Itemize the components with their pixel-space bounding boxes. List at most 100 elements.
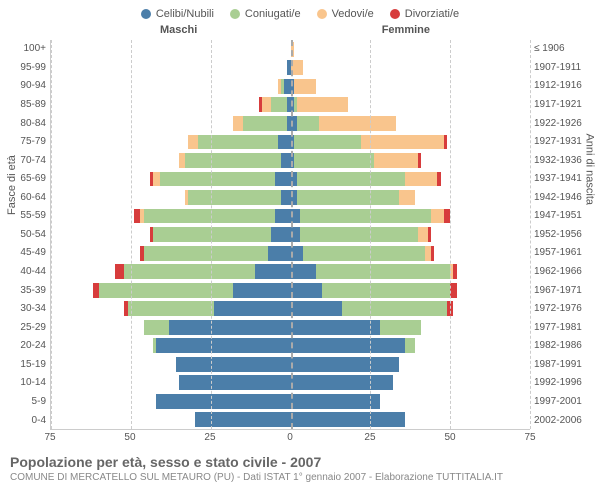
segment [418,153,421,168]
male-bar [51,301,291,316]
segment [169,320,290,335]
segment [188,190,281,205]
gridline [530,40,531,429]
segment [128,301,214,316]
segment [281,190,291,205]
age-label: 35-39 [10,281,46,300]
female-bar [291,79,531,94]
x-tick: 0 [287,432,293,443]
male-bar [51,227,291,242]
segment [185,153,281,168]
y-left-labels: 100+95-9990-9485-8980-8475-7970-7465-696… [10,40,50,430]
legend-label: Divorziati/e [405,8,459,20]
segment [115,264,125,279]
segment [444,135,447,150]
birth-label: 2002-2006 [534,411,590,430]
segment [399,190,415,205]
legend-label: Vedovi/e [332,8,374,20]
male-bar [51,246,291,261]
segment [294,135,361,150]
age-label: 30-34 [10,300,46,319]
male-bar [51,153,291,168]
segment [214,301,291,316]
age-label: 50-54 [10,226,46,245]
legend-item: Vedovi/e [317,8,374,20]
male-bar [51,357,291,372]
age-label: 95-99 [10,59,46,78]
segment [294,153,374,168]
birth-label: 1917-1921 [534,96,590,115]
male-bar [51,60,291,75]
birth-label: 1937-1941 [534,170,590,189]
segment [418,227,428,242]
female-bar [291,357,531,372]
segment [291,357,400,372]
female-bar [291,42,531,57]
female-bar [291,412,531,427]
male-bar [51,375,291,390]
female-bar [291,172,531,187]
age-label: 75-79 [10,133,46,152]
center-divider [291,40,293,429]
segment [428,227,431,242]
female-bar [291,209,531,224]
segment [300,227,418,242]
segment [297,190,399,205]
x-tick: 25 [364,432,375,443]
segment [124,264,255,279]
birth-label: 1947-1951 [534,207,590,226]
x-tick: 50 [444,432,455,443]
female-bar [291,246,531,261]
segment [291,264,317,279]
female-bar [291,375,531,390]
segment [303,246,424,261]
segment [374,153,419,168]
birth-label: 1977-1981 [534,318,590,337]
legend-item: Divorziati/e [390,8,459,20]
female-bar [291,320,531,335]
female-bar [291,116,531,131]
female-label: Femmine [382,24,430,36]
birth-label: 1932-1936 [534,151,590,170]
female-bar [291,301,531,316]
age-label: 0-4 [10,411,46,430]
segment [316,264,450,279]
segment [271,97,287,112]
female-bar [291,264,531,279]
birth-label: ≤ 1906 [534,40,590,59]
birth-label: 1982-1986 [534,337,590,356]
segment [291,338,406,353]
age-label: 85-89 [10,96,46,115]
legend-swatch [230,9,240,19]
birth-label: 1962-1966 [534,263,590,282]
legend-label: Celibi/Nubili [156,8,214,20]
segment [291,283,323,298]
x-tick: 75 [44,432,55,443]
segment [268,246,290,261]
x-tick: 25 [204,432,215,443]
female-bar [291,60,531,75]
male-bar [51,412,291,427]
y-left-axis-title: Fasce di età [6,155,18,215]
y-right-axis-title: Anni di nascita [584,133,596,205]
plot [50,40,530,430]
segment [361,135,444,150]
segment [188,135,198,150]
legend-item: Celibi/Nubili [141,8,214,20]
segment [319,116,396,131]
segment [291,375,393,390]
birth-label: 1997-2001 [534,393,590,412]
segment [297,97,348,112]
segment [300,209,431,224]
plot-area: Fasce di età 100+95-9990-9485-8980-8475-… [10,40,590,430]
male-bar [51,116,291,131]
segment [255,264,290,279]
segment [405,338,415,353]
age-label: 25-29 [10,318,46,337]
male-bar [51,338,291,353]
segment [437,172,440,187]
segment [291,412,406,427]
age-label: 5-9 [10,393,46,412]
male-bar [51,135,291,150]
legend: Celibi/NubiliConiugati/eVedovi/eDivorzia… [10,8,590,20]
